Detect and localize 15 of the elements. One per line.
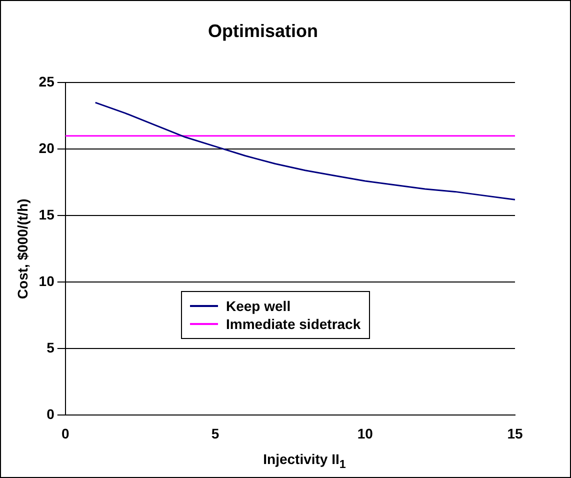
x-tick-label: 15: [507, 425, 523, 442]
x-tick-label: 10: [357, 425, 374, 442]
y-axis-title: Cost, $000/(t/h): [14, 198, 30, 300]
y-tick-label: 25: [38, 73, 55, 90]
y-tick-label: 5: [46, 340, 55, 356]
y-tick-label: 0: [46, 406, 55, 422]
y-tick-label: 10: [38, 273, 55, 290]
legend-label: Immediate sidetrack: [226, 316, 361, 332]
y-tick-label: 20: [38, 140, 55, 156]
x-tick-label: 5: [211, 425, 220, 442]
x-axis-title: Injectivity II$_{1}$: [262, 451, 347, 471]
y-tick-label: 15: [38, 206, 55, 222]
x-tick-label: 0: [61, 425, 70, 442]
chart-title: Optimisation: [208, 20, 318, 41]
legend-label: Keep well: [226, 298, 291, 314]
